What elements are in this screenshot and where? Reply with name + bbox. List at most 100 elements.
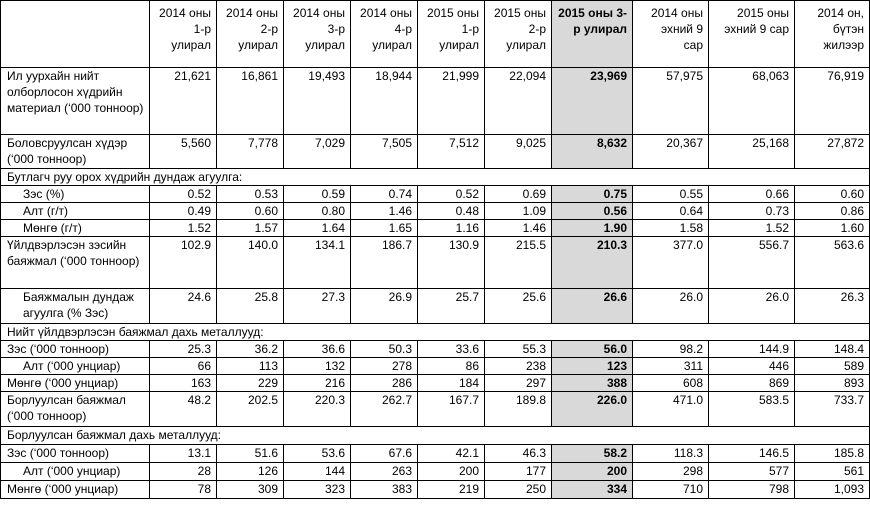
section-row: Нийт үйлдвэрлэсэн баяжмал дахь металлууд… bbox=[0, 323, 870, 341]
table-cell: 78 bbox=[149, 480, 217, 499]
table-cell: 710 bbox=[632, 480, 709, 499]
table-cell: 5,560 bbox=[149, 134, 217, 169]
table-cell: 0.75 bbox=[551, 185, 633, 203]
table-cell: 583.5 bbox=[708, 391, 795, 427]
table-cell: 0.80 bbox=[283, 202, 351, 220]
table-cell: 210.3 bbox=[551, 236, 633, 289]
table-cell: 146.5 bbox=[708, 444, 795, 463]
table-row: Алт (‘000 унциар) 66 113 132 278 86 238 123 311 4… bbox=[0, 357, 870, 375]
row-label: Үйлдвэрлэсэн зэсийн баяжмал (‘000 тонноо… bbox=[0, 236, 150, 289]
table-cell: 200 bbox=[551, 462, 633, 481]
table-row: Боловсруулсан хүдэр (‘000 тонноор) 5,560 7… bbox=[0, 134, 870, 169]
table-cell: 1.65 bbox=[350, 219, 418, 237]
section-heading: Борлуулсан баяжмал дахь металлууд: bbox=[0, 426, 870, 445]
table-cell: 0.73 bbox=[708, 202, 795, 220]
section-heading: Бутлагч руу орох хүдрийн дундаж агуулга: bbox=[0, 168, 870, 186]
table-cell: 471.0 bbox=[632, 391, 709, 427]
table-cell: 144.9 bbox=[708, 340, 795, 358]
table-row: Зэс (%) 0.52 0.53 0.59 0.74 0.52 0.69 0.75 0.55 0… bbox=[0, 185, 870, 203]
table-cell: 589 bbox=[794, 357, 870, 375]
table-cell: 68,063 bbox=[708, 67, 795, 135]
table-cell: 118.3 bbox=[632, 444, 709, 463]
column-header: 2014 оны 3-р улирал bbox=[283, 0, 351, 68]
row-label: Мөнгө (г/т) bbox=[0, 219, 150, 237]
table-cell: 1.60 bbox=[794, 219, 870, 237]
table-cell: 16,861 bbox=[216, 67, 284, 135]
table-cell: 66 bbox=[149, 357, 217, 375]
table-cell: 1.46 bbox=[350, 202, 418, 220]
table-cell: 134.1 bbox=[283, 236, 351, 289]
table-cell: 144 bbox=[283, 462, 351, 481]
column-header: 2014 он, бүтэн жилээр bbox=[794, 0, 870, 68]
table-cell: 7,778 bbox=[216, 134, 284, 169]
table-cell: 323 bbox=[283, 480, 351, 499]
table-cell: 0.60 bbox=[216, 202, 284, 220]
table-cell: 377.0 bbox=[632, 236, 709, 289]
table-cell: 226.0 bbox=[551, 391, 633, 427]
column-header: 2014 оны эхний 9 сар bbox=[632, 0, 709, 68]
table-cell: 163 bbox=[149, 374, 217, 392]
table-cell: 1.64 bbox=[283, 219, 351, 237]
table-cell: 1.09 bbox=[484, 202, 552, 220]
table-cell: 48.2 bbox=[149, 391, 217, 427]
header-cell-blank bbox=[0, 0, 150, 68]
table-cell: 0.52 bbox=[417, 185, 485, 203]
table-cell: 167.7 bbox=[417, 391, 485, 427]
table-cell: 278 bbox=[350, 357, 418, 375]
table-row: Мөнгө (‘000 унциар) 163 229 216 286 184 297 388… bbox=[0, 374, 870, 392]
table-cell: 0.60 bbox=[794, 185, 870, 203]
table-row: Мөнгө (‘000 унциар) 78 309 323 383 219 250 334 7… bbox=[0, 480, 870, 499]
table-cell: 36.2 bbox=[216, 340, 284, 358]
table-cell: 56.0 bbox=[551, 340, 633, 358]
table-cell: 1.90 bbox=[551, 219, 633, 237]
table-cell: 0.48 bbox=[417, 202, 485, 220]
table-row: Зэс (‘000 тонноор) 13.1 51.6 53.6 67.6 42.1 46… bbox=[0, 444, 870, 463]
table-cell: 1.52 bbox=[708, 219, 795, 237]
column-header: 2014 оны 1-р улирал bbox=[149, 0, 217, 68]
table-cell: 22,094 bbox=[484, 67, 552, 135]
table-row: Баяжмалын дундаж агуулга (% Зэс) 24.6 25.8… bbox=[0, 288, 870, 324]
row-label: Зэс (%) bbox=[0, 185, 150, 203]
table-cell: 798 bbox=[708, 480, 795, 499]
table-cell: 1.16 bbox=[417, 219, 485, 237]
row-label: Борлуулсан баяжмал (‘000 тонноор) bbox=[0, 391, 150, 427]
table-cell: 1,093 bbox=[794, 480, 870, 499]
table-cell: 0.69 bbox=[484, 185, 552, 203]
table-cell: 298 bbox=[632, 462, 709, 481]
table-cell: 189.8 bbox=[484, 391, 552, 427]
table-cell: 556.7 bbox=[708, 236, 795, 289]
section-row: Бутлагч руу орох хүдрийн дундаж агуулга: bbox=[0, 168, 870, 186]
table-cell: 113 bbox=[216, 357, 284, 375]
table-cell: 263 bbox=[350, 462, 418, 481]
table-cell: 0.55 bbox=[632, 185, 709, 203]
table-cell: 55.3 bbox=[484, 340, 552, 358]
row-label: Боловсруулсан хүдэр (‘000 тонноор) bbox=[0, 134, 150, 169]
table-cell: 23,969 bbox=[551, 67, 633, 135]
table-cell: 102.9 bbox=[149, 236, 217, 289]
table-cell: 8,632 bbox=[551, 134, 633, 169]
row-label: Алт (г/т) bbox=[0, 202, 150, 220]
table-cell: 26.0 bbox=[632, 288, 709, 324]
table-cell: 27.3 bbox=[283, 288, 351, 324]
table-cell: 76,919 bbox=[794, 67, 870, 135]
table-cell: 0.66 bbox=[708, 185, 795, 203]
table-cell: 1.46 bbox=[484, 219, 552, 237]
table-cell: 36.6 bbox=[283, 340, 351, 358]
table-cell: 0.59 bbox=[283, 185, 351, 203]
column-header: 2015 оны эхний 9 сар bbox=[708, 0, 795, 68]
table-cell: 215.5 bbox=[484, 236, 552, 289]
table-cell: 24.6 bbox=[149, 288, 217, 324]
table-cell: 123 bbox=[551, 357, 633, 375]
table-cell: 7,512 bbox=[417, 134, 485, 169]
table-cell: 220.3 bbox=[283, 391, 351, 427]
table-cell: 26.6 bbox=[551, 288, 633, 324]
table-cell: 0.74 bbox=[350, 185, 418, 203]
table-cell: 334 bbox=[551, 480, 633, 499]
table-row: Алт (г/т) 0.49 0.60 0.80 1.46 0.48 1.09 0.56 0.6… bbox=[0, 202, 870, 220]
table-cell: 148.4 bbox=[794, 340, 870, 358]
table-cell: 177 bbox=[484, 462, 552, 481]
table-cell: 608 bbox=[632, 374, 709, 392]
table-cell: 229 bbox=[216, 374, 284, 392]
table-cell: 297 bbox=[484, 374, 552, 392]
column-header: 2015 оны 2-р улирал bbox=[484, 0, 552, 68]
